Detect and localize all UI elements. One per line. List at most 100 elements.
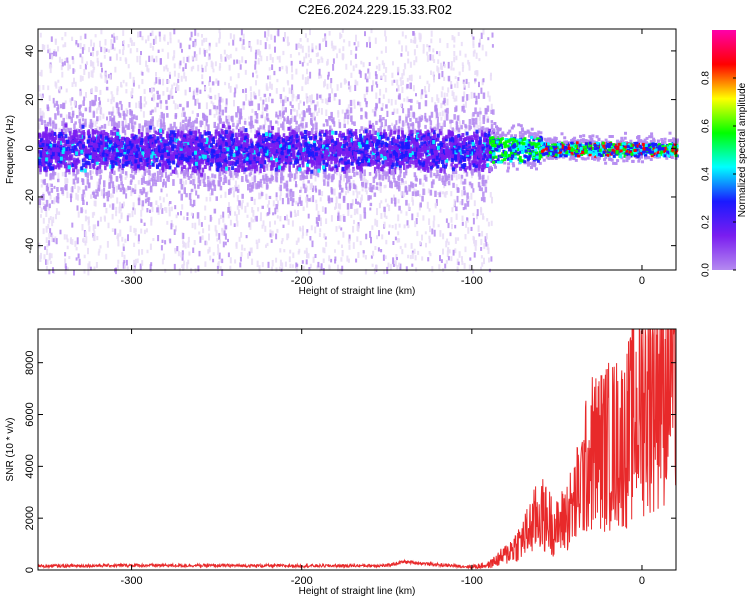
heatmap-cell [70, 187, 73, 193]
heatmap-cell [394, 223, 397, 230]
heatmap-cell [337, 215, 340, 221]
heatmap-cell [73, 100, 76, 106]
heatmap-cell [79, 111, 82, 116]
heatmap-cell [433, 215, 436, 221]
heatmap-cell [410, 181, 413, 188]
heatmap-cell [295, 181, 297, 187]
heatmap-cell [250, 168, 253, 172]
heatmap-cell [359, 101, 362, 107]
heatmap-cell [245, 159, 249, 166]
heatmap-cell [42, 194, 45, 201]
heatmap-cell [443, 98, 446, 103]
heatmap-cell [177, 39, 180, 43]
heatmap-cell [330, 111, 333, 118]
heatmap-cell [117, 240, 120, 247]
heatmap-cell [206, 175, 210, 180]
heatmap-cell [142, 165, 146, 171]
heatmap-cell [353, 121, 356, 126]
heatmap-cell [449, 164, 452, 170]
heatmap-cell [394, 99, 397, 105]
heatmap-cell [360, 107, 363, 112]
heatmap-cell [406, 152, 410, 157]
heatmap-cell [475, 70, 478, 75]
heatmap-cell [215, 109, 218, 116]
heatmap-cell [95, 86, 98, 92]
heatmap-cell [331, 88, 334, 94]
heatmap-cell [89, 100, 92, 108]
heatmap-cell [319, 217, 322, 224]
heatmap-cell [117, 259, 120, 264]
heatmap-cell [313, 165, 317, 169]
heatmap-cell [373, 142, 376, 148]
heatmap-cell [256, 242, 259, 250]
heatmap-cell [429, 253, 432, 257]
heatmap-cell [369, 207, 372, 211]
heatmap-cell [195, 87, 199, 93]
heatmap-cell [254, 95, 257, 100]
heatmap-cell [194, 130, 197, 137]
heatmap-cell [282, 175, 285, 181]
heatmap-cell [84, 215, 87, 222]
heatmap-cell [91, 212, 94, 218]
heatmap-cell [88, 106, 92, 113]
heatmap-cell [194, 186, 197, 191]
heatmap-cell [348, 182, 352, 189]
heatmap-cell [234, 87, 237, 94]
heatmap-cell [293, 209, 296, 213]
heatmap-cell [123, 113, 126, 120]
heatmap-cell [196, 212, 200, 219]
heatmap-cell [127, 44, 130, 48]
heatmap-cell [175, 225, 177, 232]
heatmap-cell [364, 161, 368, 167]
heatmap-cell [395, 120, 398, 125]
heatmap-cell [138, 101, 141, 108]
heatmap-cell [71, 239, 74, 245]
heatmap-cell [118, 201, 121, 208]
heatmap-cell [462, 65, 465, 69]
heatmap-cell [305, 247, 308, 253]
heatmap-cell [298, 197, 301, 204]
heatmap-cell [477, 225, 480, 232]
heatmap-cell [306, 68, 308, 75]
heatmap-cell [220, 164, 224, 172]
heatmap-cell [80, 207, 83, 214]
heatmap-cell [220, 194, 223, 199]
heatmap-cell [267, 29, 270, 37]
heatmap-cell [108, 175, 111, 182]
heatmap-cell [136, 55, 139, 63]
heatmap-cell [397, 214, 400, 222]
heatmap-cell [478, 58, 481, 62]
heatmap-cell [269, 75, 272, 80]
heatmap-cell [383, 206, 386, 212]
heatmap-cell [244, 88, 247, 93]
heatmap-cell [155, 55, 158, 63]
heatmap-cell [376, 83, 379, 88]
heatmap-cell [432, 220, 435, 228]
heatmap-cell [268, 207, 271, 215]
heatmap-cell [301, 117, 304, 122]
heatmap-cell [218, 115, 222, 122]
heatmap-cell [42, 85, 45, 90]
heatmap-cell [120, 212, 123, 218]
heatmap-cell [145, 39, 147, 44]
heatmap-cell [354, 129, 358, 135]
heatmap-cell [61, 172, 64, 177]
heatmap-cell [124, 238, 127, 243]
heatmap-cell [297, 202, 300, 207]
heatmap-cell [236, 205, 239, 210]
heatmap-cell [92, 61, 95, 69]
heatmap-cell [103, 54, 106, 59]
heatmap-cell [466, 166, 469, 170]
heatmap-cell [236, 59, 239, 64]
heatmap-cell [45, 199, 49, 207]
heatmap-cell [127, 64, 130, 69]
heatmap-cell [376, 182, 379, 186]
heatmap-cell [139, 55, 142, 60]
heatmap-cell [259, 178, 263, 184]
heatmap-cell [485, 233, 488, 240]
heatmap-cell [99, 40, 101, 48]
heatmap-cell [275, 120, 278, 124]
heatmap-cell [178, 62, 181, 69]
heatmap-cell [377, 164, 380, 171]
heatmap-cell [390, 197, 393, 204]
